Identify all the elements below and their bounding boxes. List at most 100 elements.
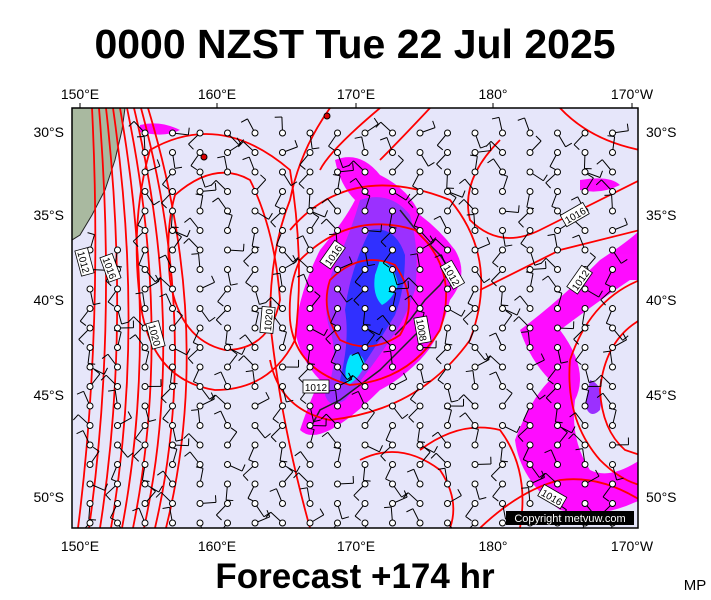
barb-feather: [485, 355, 492, 362]
station: [86, 500, 94, 507]
station: [279, 207, 286, 215]
barb-feather: [490, 475, 497, 482]
station: [471, 188, 479, 195]
barb-feather: [132, 507, 140, 512]
station: [279, 227, 286, 234]
barb-feather: [408, 416, 415, 423]
station: [554, 363, 561, 371]
barb-feather: [133, 455, 140, 462]
station: [499, 402, 506, 410]
station: [526, 246, 534, 254]
station: [196, 207, 204, 215]
station: [554, 168, 561, 176]
barb-feather: [126, 532, 132, 536]
station: [526, 344, 534, 351]
station: [306, 168, 314, 176]
station: [224, 480, 231, 488]
station: [499, 149, 506, 156]
station: [169, 344, 176, 351]
station: [306, 227, 314, 234]
station: [196, 246, 204, 254]
station: [279, 168, 286, 176]
barb-feather: [328, 389, 336, 392]
barb-feather: [569, 412, 576, 418]
barb-feather: [403, 372, 408, 380]
station: [526, 149, 534, 156]
station: [334, 324, 341, 332]
barb-feather: [158, 254, 166, 259]
station: [526, 402, 534, 410]
barb-feather: [128, 121, 135, 127]
barb-feather: [292, 255, 297, 262]
station: [86, 344, 94, 351]
barb-feather: [600, 299, 606, 306]
station: [169, 383, 176, 390]
barb-feather: [268, 212, 273, 220]
station: [114, 402, 121, 410]
barb-feather: [188, 143, 194, 150]
station: [444, 383, 451, 390]
barb-feather: [596, 392, 604, 398]
station: [334, 168, 341, 176]
station: [361, 344, 369, 351]
station: [526, 227, 534, 234]
barb-feather: [296, 273, 304, 278]
station: [499, 227, 506, 234]
barb-feather: [210, 179, 217, 186]
barb-feather: [547, 233, 555, 237]
station: [526, 188, 534, 195]
station: [609, 168, 616, 176]
barb-feather: [260, 174, 267, 181]
barb-feather: [225, 343, 233, 346]
station: [306, 500, 314, 507]
station: [361, 285, 369, 293]
station: [251, 500, 259, 507]
barb-feather: [296, 465, 301, 473]
station: [554, 129, 561, 137]
isobar-label-box: [99, 252, 122, 283]
isobar-label-box: [439, 259, 466, 290]
station: [224, 188, 231, 195]
barb-feather: [539, 394, 546, 400]
station: [224, 285, 231, 293]
station: [224, 500, 231, 507]
station: [251, 149, 259, 156]
station: [526, 129, 534, 137]
station: [526, 363, 534, 371]
station: [444, 519, 451, 527]
station: [306, 461, 314, 468]
station: [416, 266, 424, 273]
barb-feather: [545, 182, 551, 189]
barb-feather: [540, 472, 547, 479]
barb-feather: [596, 159, 603, 165]
lat-label: 35°S: [646, 207, 677, 223]
station: [114, 344, 121, 351]
station: [554, 305, 561, 312]
barb-feather: [314, 291, 321, 297]
barb-feather: [402, 413, 409, 420]
station: [334, 149, 341, 156]
barb-feather: [479, 496, 487, 500]
station: [251, 168, 259, 176]
barb-feather: [492, 262, 499, 268]
barb-feather: [500, 173, 508, 177]
station: [224, 149, 231, 156]
station: [169, 227, 176, 234]
lon-label: 150°E: [61, 538, 99, 554]
station: [196, 422, 204, 429]
barb-feather: [184, 451, 191, 457]
barb-feather: [162, 418, 169, 424]
station: [389, 266, 396, 273]
station: [141, 402, 149, 410]
barb-feather: [351, 391, 359, 395]
station: [334, 363, 341, 371]
barb-feather: [433, 215, 441, 220]
barb-feather: [382, 262, 390, 268]
station: [169, 188, 176, 195]
station: [169, 461, 176, 468]
station: [169, 168, 176, 176]
station: [196, 519, 204, 527]
barb-feather: [517, 117, 525, 121]
station: [361, 305, 369, 312]
barb-feather: [403, 490, 408, 498]
